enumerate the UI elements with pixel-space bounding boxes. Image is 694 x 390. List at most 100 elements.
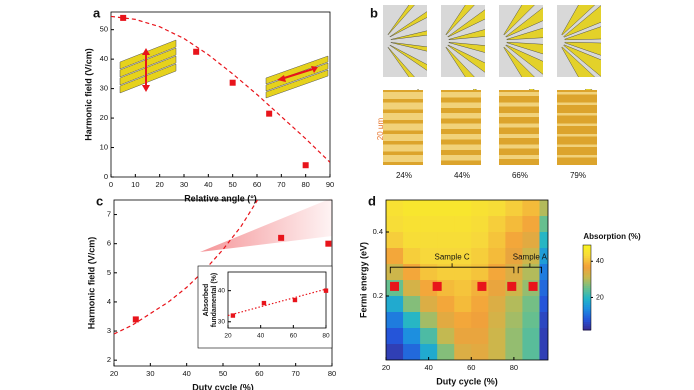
colorbar-slice	[583, 310, 591, 314]
heat-cell	[505, 232, 523, 249]
colorbar-tick-label: 20	[596, 294, 604, 301]
heat-cell	[420, 264, 438, 281]
colorbar-slice	[583, 283, 591, 286]
panel-label: a	[93, 5, 101, 20]
heat-cell	[403, 216, 421, 233]
data-point	[261, 300, 267, 306]
stripe	[441, 113, 481, 119]
colorbar-slice	[583, 317, 591, 320]
mask	[543, 0, 557, 88]
colorbar-slice	[583, 319, 591, 322]
y-tick-label: 6	[107, 239, 111, 248]
heat-cell	[420, 296, 438, 313]
heat-cell	[437, 344, 455, 360]
heat-cell	[539, 328, 548, 345]
colorbar-slice	[583, 327, 591, 331]
y-tick-label: 40	[100, 54, 108, 63]
stripe	[441, 144, 481, 150]
y-axis-label: Fermi energy (eV)	[358, 242, 368, 318]
heat-cell	[505, 328, 523, 345]
heat-cell	[522, 296, 540, 313]
stripe	[441, 123, 481, 129]
y-axis-label: fundamental (%)	[211, 273, 218, 327]
stripe	[499, 92, 539, 96]
y-tick-label: 3	[107, 326, 111, 335]
heat-cell	[403, 248, 421, 265]
x-tick-label: 70	[291, 369, 299, 378]
heat-cell	[471, 216, 489, 233]
x-tick-label: 60	[253, 180, 261, 189]
stripe	[557, 102, 597, 105]
colorbar-slice	[583, 325, 591, 329]
heat-cell	[522, 216, 540, 233]
mask	[601, 0, 694, 88]
y-tick-label: 30	[218, 318, 226, 325]
colorbar-slice	[583, 302, 591, 305]
colorbar-slice	[583, 321, 591, 325]
heat-cell	[403, 200, 421, 217]
colorbar-slice	[583, 245, 591, 248]
stripe	[499, 134, 539, 138]
scale-bar-label: 20 μm	[376, 117, 385, 140]
inset-illustration	[265, 55, 329, 99]
heat-cell	[454, 312, 472, 329]
y-tick-label: 4	[107, 297, 111, 306]
heat-cell	[437, 312, 455, 329]
heatmap	[386, 200, 548, 360]
y-tick-label: 5	[107, 268, 111, 277]
heat-cell	[488, 344, 506, 360]
stripe	[441, 155, 481, 161]
heat-cell	[539, 216, 548, 233]
heat-cell	[420, 312, 438, 329]
colorbar-slice	[583, 268, 591, 271]
x-tick-label: 80	[322, 333, 330, 340]
stripe	[441, 134, 481, 140]
x-tick-label: 60	[290, 333, 298, 340]
inset-box	[197, 265, 333, 349]
heat-cell	[437, 328, 455, 345]
data-point	[120, 14, 127, 21]
colorbar-slice	[583, 306, 591, 310]
x-tick-label: 80	[301, 180, 309, 189]
heat-cell	[454, 264, 472, 281]
stripe	[499, 155, 539, 159]
heat-cell	[454, 296, 472, 313]
heat-cell	[539, 232, 548, 249]
y-tick-label: 40	[218, 287, 226, 294]
plot-frame	[385, 199, 549, 361]
y-tick-label: 7	[107, 210, 111, 219]
heat-cell	[488, 216, 506, 233]
x-tick-label: 20	[382, 363, 390, 372]
heat-cell	[488, 296, 506, 313]
colorbar-slice	[583, 300, 591, 303]
heat-cell	[522, 328, 540, 345]
colorbar-slice	[583, 304, 591, 308]
mask	[370, 0, 610, 5]
heat-cell	[454, 200, 472, 217]
heat-cell	[505, 296, 523, 313]
y-tick-label: 2	[107, 355, 111, 364]
heat-cell	[539, 312, 548, 329]
x-axis-label: Relative angle (°)	[184, 193, 257, 203]
data-point	[477, 281, 487, 291]
colorbar-slice	[583, 298, 591, 301]
brace	[517, 263, 543, 274]
stripe	[557, 113, 597, 116]
stripe	[383, 123, 423, 131]
colorbar-slice	[583, 293, 591, 297]
heat-cell	[386, 296, 404, 313]
x-tick-label: 30	[146, 369, 154, 378]
x-tick-label: 60	[467, 363, 475, 372]
stripe	[499, 113, 539, 117]
x-tick-label: 20	[155, 180, 163, 189]
heat-cell	[454, 248, 472, 265]
heat-cell	[471, 264, 489, 281]
heat-cell	[505, 248, 523, 265]
heat-cell	[420, 200, 438, 217]
heat-cell	[403, 280, 421, 297]
heat-cell	[488, 248, 506, 265]
x-tick-label: 50	[228, 180, 236, 189]
colorbar-slice	[583, 270, 591, 274]
colorbar-slice	[583, 276, 591, 280]
